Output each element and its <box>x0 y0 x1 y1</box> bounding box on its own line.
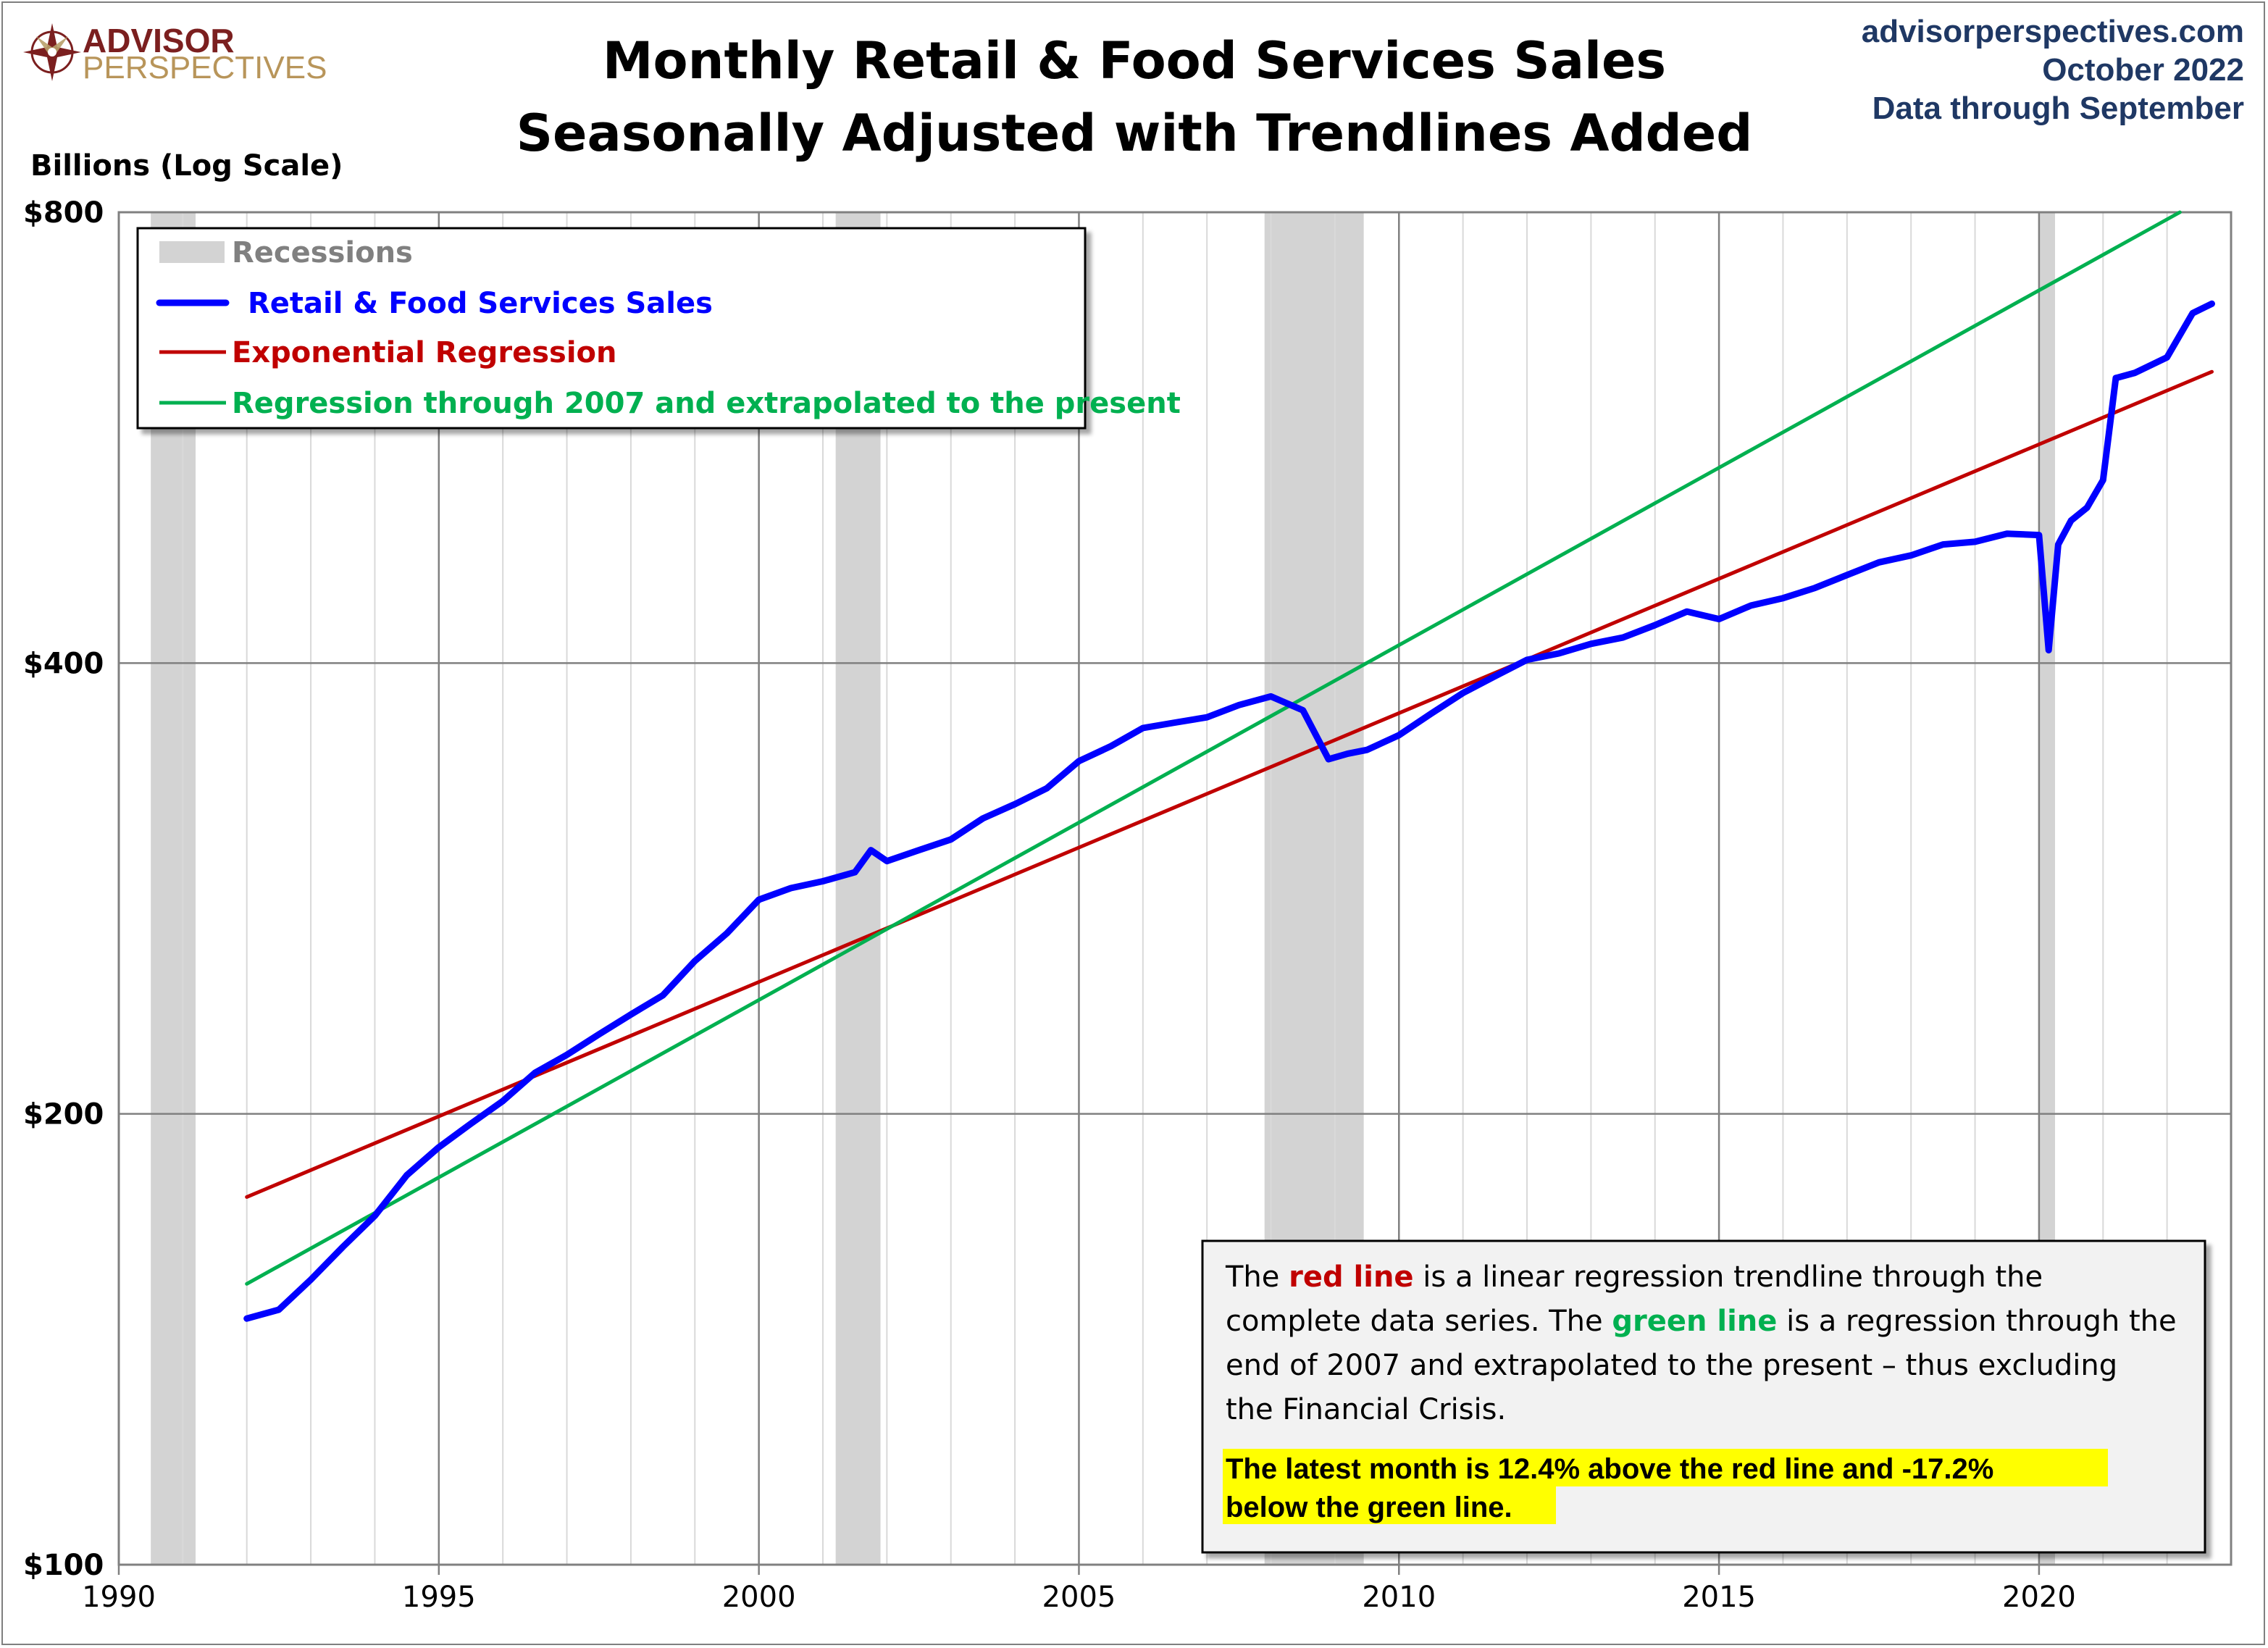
x-tick-label: 1990 <box>82 1581 156 1614</box>
date-label: October 2022 <box>2042 52 2244 88</box>
y-tick-labels: $800 $400 $200 $100 <box>23 196 104 1582</box>
logo-word-advisor: ADVISOR <box>83 22 235 59</box>
x-tick-label: 2015 <box>1682 1581 1756 1614</box>
series-line-exponential-regression <box>245 369 2214 1199</box>
plot-border <box>117 211 2233 1566</box>
recession-band-1 <box>835 212 881 1565</box>
x-tick-labels: 1990 1995 2000 2005 2010 2015 2020 <box>82 1565 2076 1614</box>
y-tick-label: $200 <box>23 1098 104 1132</box>
y-tick-label: $400 <box>23 647 104 680</box>
series-line-retail-sales <box>243 300 2215 1322</box>
y-axis-label: Billions (Log Scale) <box>30 149 343 183</box>
legend-label-sales: Retail & Food Services Sales <box>248 287 713 320</box>
x-tick-label: 2005 <box>1042 1581 1116 1614</box>
advisor-perspectives-logo: ADVISOR PERSPECTIVES <box>23 22 327 85</box>
highlight-bar-1 <box>1223 1449 2108 1486</box>
highlight-line-1: The latest month is 12.4% above the red … <box>1226 1453 1993 1485</box>
legend-label-2007-regression: Regression through 2007 and extrapolated… <box>232 387 1181 420</box>
annotation-line-2: complete data series. The green line is … <box>1226 1305 2177 1338</box>
x-tick-label: 2020 <box>2002 1581 2076 1614</box>
legend-label-recessions: Recessions <box>232 236 413 269</box>
legend-swatch-recessions <box>159 241 225 263</box>
annotation-line-1: The red line is a linear regression tren… <box>1225 1260 2043 1294</box>
x-tick-label: 2000 <box>722 1581 796 1614</box>
series-line-2007-regression <box>245 210 2182 1286</box>
highlight-line-2: below the green line. <box>1226 1492 1512 1523</box>
y-tick-label: $800 <box>23 196 104 230</box>
sales-series <box>243 300 2215 1322</box>
legend: Recessions Retail & Food Services Sales … <box>136 227 1181 430</box>
logo-word-perspectives: PERSPECTIVES <box>83 50 327 85</box>
annotation-line-3: end of 2007 and extrapolated to the pres… <box>1226 1349 2117 1382</box>
compass-rose-icon <box>23 23 81 81</box>
grid-lines <box>117 211 2232 1566</box>
y-tick-label: $100 <box>23 1549 104 1582</box>
legend-label-exp-regression: Exponential Regression <box>232 336 616 369</box>
chart-title: Monthly Retail & Food Services Sales <box>603 31 1666 91</box>
data-through-label: Data through September <box>1872 91 2244 126</box>
chart-subtitle: Seasonally Adjusted with Trendlines Adde… <box>516 104 1753 163</box>
website-label: advisorperspectives.com <box>1862 14 2244 49</box>
trend-lines <box>245 210 2214 1286</box>
x-tick-label: 2010 <box>1362 1581 1436 1614</box>
annotation-line-4: the Financial Crisis. <box>1226 1393 1506 1426</box>
x-tick-label: 1995 <box>402 1581 476 1614</box>
legend-box <box>136 227 1087 430</box>
highlight-bar-2 <box>1223 1486 1556 1524</box>
annotation-box: The red line is a linear regression tren… <box>1201 1239 2206 1554</box>
recession-band-0 <box>151 212 196 1565</box>
